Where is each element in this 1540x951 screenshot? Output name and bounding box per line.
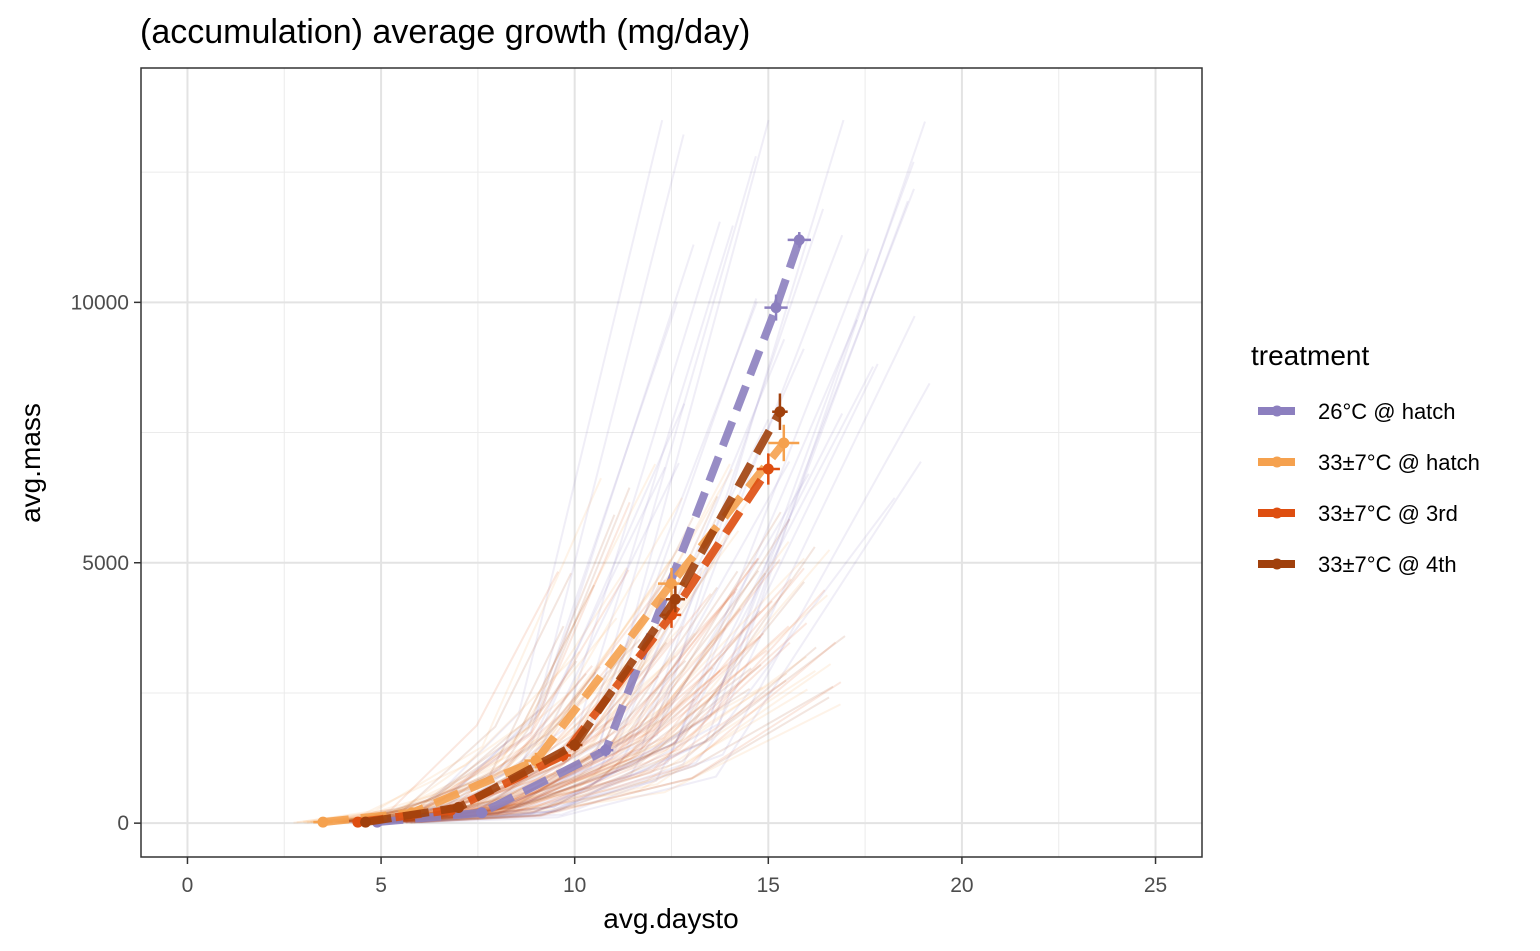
y-tick-label: 5000	[82, 552, 129, 575]
x-tick-label: 0	[182, 874, 194, 897]
x-tick-label: 15	[757, 874, 780, 897]
individual-line	[383, 632, 765, 824]
data-point	[778, 437, 790, 449]
individual-line	[390, 208, 825, 824]
x-tick-label: 10	[563, 874, 586, 897]
legend: treatment 26°C @ hatch 33±7°C @ hatch 33±7…	[1251, 340, 1480, 577]
y-axis: 0 5000 10000	[71, 291, 141, 835]
data-point	[793, 234, 805, 246]
chart-title: (accumulation) average growth (mg/day)	[140, 13, 750, 51]
individual-line	[403, 248, 870, 824]
data-point	[476, 807, 488, 819]
legend-key-point	[1271, 558, 1283, 570]
x-axis: 0 5 10 15 20 25	[182, 857, 1167, 897]
legend-key-point	[1271, 456, 1283, 468]
legend-item: 33±7°C @ 4th	[1258, 552, 1457, 577]
x-tick-label: 25	[1144, 874, 1167, 897]
plot-border	[140, 67, 1203, 858]
data-point	[774, 406, 786, 418]
individual-line	[416, 315, 916, 824]
individual-line	[406, 363, 879, 824]
individual-line	[390, 664, 762, 824]
individual-line	[419, 121, 926, 823]
individual-line	[350, 134, 685, 823]
individual-line	[391, 641, 791, 823]
y-tick-label: 0	[117, 812, 129, 835]
individual-line	[347, 514, 616, 823]
individual-line	[418, 461, 922, 824]
legend-item: 26°C @ hatch	[1258, 399, 1456, 424]
legend-label: 26°C @ hatch	[1318, 399, 1456, 424]
series-line	[364, 409, 784, 827]
x-tick-label: 20	[950, 874, 973, 897]
individual-line	[355, 672, 788, 824]
legend-key-point	[1271, 507, 1283, 519]
individual-line	[387, 667, 752, 824]
x-axis-title: avg.daysto	[603, 903, 738, 934]
individual-line	[406, 681, 842, 824]
individual-line	[410, 685, 834, 824]
y-tick-label: 10000	[71, 291, 129, 314]
individual-line	[386, 687, 751, 824]
individual-line	[409, 696, 830, 824]
data-point	[360, 816, 372, 828]
individual-line	[310, 567, 628, 823]
data-point	[352, 816, 364, 828]
individual-line	[302, 477, 602, 823]
y-axis-title: avg.mass	[15, 403, 46, 523]
legend-item: 33±7°C @ hatch	[1258, 450, 1480, 475]
individual-line	[325, 571, 559, 823]
individual-line	[386, 473, 810, 824]
x-tick-label: 5	[375, 874, 387, 897]
data-point	[770, 302, 782, 314]
individual-line	[396, 413, 844, 824]
grid	[141, 68, 1202, 857]
individual-line	[352, 487, 631, 823]
data-point	[317, 816, 329, 828]
legend-key-point	[1271, 405, 1283, 417]
legend-item: 33±7°C @ 3rd	[1258, 501, 1458, 526]
individual-line	[404, 366, 874, 823]
data-point	[762, 463, 774, 475]
data-point	[669, 593, 681, 605]
series-lines	[313, 232, 811, 828]
legend-label: 33±7°C @ 3rd	[1318, 501, 1458, 526]
legend-title: treatment	[1251, 340, 1369, 371]
legend-label: 33±7°C @ 4th	[1318, 552, 1457, 577]
individual-line	[345, 501, 631, 823]
individual-line	[390, 679, 787, 824]
individual-line	[421, 382, 931, 824]
individual-line	[345, 569, 630, 823]
data-point	[569, 739, 581, 751]
legend-label: 33±7°C @ hatch	[1318, 450, 1480, 475]
data-point	[453, 802, 465, 814]
individual-line	[411, 497, 896, 824]
data-point	[600, 744, 612, 756]
individual-line	[384, 649, 768, 823]
